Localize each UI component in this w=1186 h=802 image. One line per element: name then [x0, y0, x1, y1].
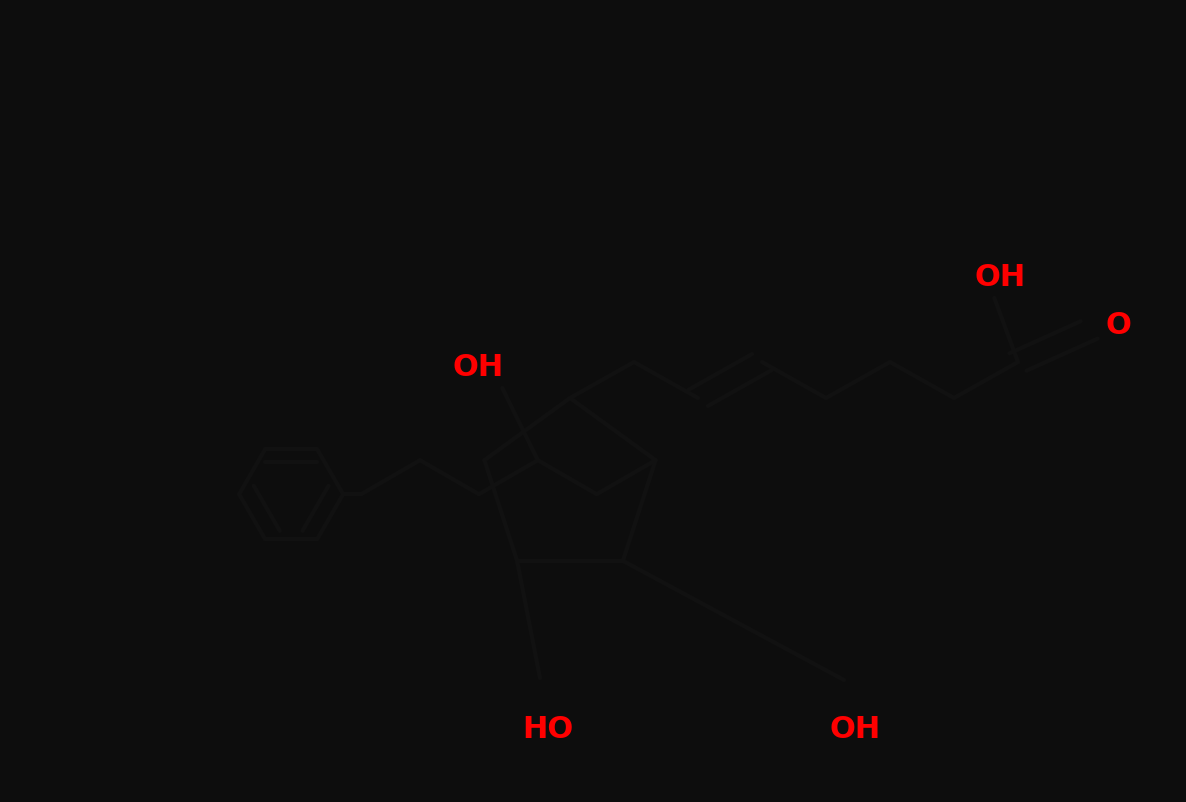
Text: OH: OH: [829, 715, 881, 744]
Text: HO: HO: [522, 715, 574, 744]
Text: O: O: [1105, 311, 1131, 340]
Text: OH: OH: [975, 263, 1026, 292]
Text: OH: OH: [453, 354, 504, 383]
